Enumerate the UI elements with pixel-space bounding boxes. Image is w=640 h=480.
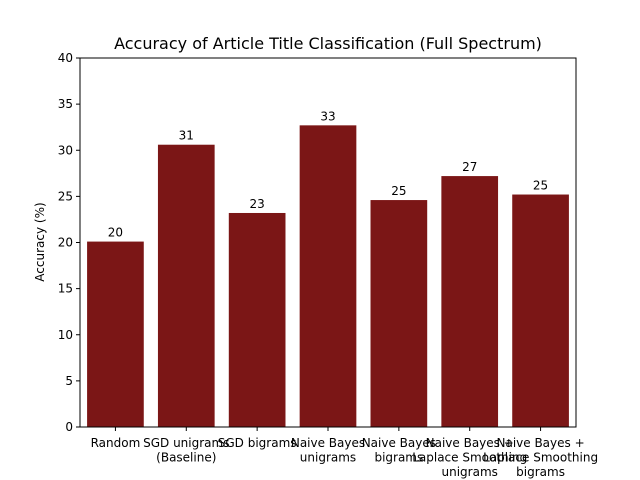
x-tick-label-line: Laplace Smoothing [483,451,598,465]
y-tick-label: 15 [58,282,73,296]
bar [370,200,428,427]
data-label: 31 [179,129,194,143]
x-tick-label: Random [91,436,141,450]
bar [299,125,357,427]
y-tick-label: 25 [58,189,73,203]
x-tick-label-line: Naive Bayes [291,436,365,450]
plot-frame [79,57,577,428]
x-tick-label-line: Random [91,436,141,450]
x-tick-label-line: SGD bigrams [218,436,297,450]
bars: 20 31 23 33 25 27 25 [87,109,569,427]
x-tick-label-line: Laplace Smoothing [412,451,527,465]
x-tick-label-line: Naive Bayes + [426,436,514,450]
x-tick-label: Naive Bayes unigrams [291,436,365,465]
x-tick-label: SGD bigrams [218,436,297,450]
x-tick-label: Naive Bayes bigrams [362,436,436,465]
x-tick-label: SGD unigrams (Baseline) [143,436,229,465]
bar [228,212,286,427]
x-tick-label-line: bigrams [374,451,423,465]
x-axis-ticks: Random SGD unigrams (Baseline)SGD bigramsN… [91,427,598,479]
x-tick-label-line: Naive Bayes [362,436,436,450]
data-label: 33 [320,109,335,123]
data-label: 25 [533,179,548,193]
bar [157,144,215,427]
chart-title: Accuracy of Article Title Classification… [114,34,542,53]
x-tick-label-line: Naive Bayes + [496,436,584,450]
y-axis-label: Accuracy (%) [33,202,47,281]
bar [512,194,569,427]
x-tick-label: Naive Bayes + Laplace Smoothing unigrams [412,436,527,479]
bar [87,241,144,427]
y-tick-label: 5 [65,374,73,388]
y-axis-ticks: 0 5 10 15 20 25 30 35 40 [58,51,80,434]
data-label: 25 [391,184,406,198]
y-tick-label: 40 [58,51,73,65]
x-tick-label-line: unigrams [300,451,356,465]
data-label: 23 [250,197,265,211]
y-tick-label: 0 [65,420,73,434]
y-tick-label: 35 [58,97,73,111]
data-label: 20 [108,226,123,240]
data-label: 27 [462,160,477,174]
x-tick-label-line: bigrams [516,465,565,479]
y-tick-label: 10 [58,328,73,342]
bar [441,176,499,427]
y-tick-label: 20 [58,236,73,250]
x-tick-label-line: SGD unigrams [143,436,229,450]
x-tick-label-line: (Baseline) [156,451,216,465]
x-tick-label: Naive Bayes + Laplace Smoothing bigrams [483,436,598,479]
x-tick-label-line: unigrams [442,465,498,479]
y-tick-label: 30 [58,143,73,157]
